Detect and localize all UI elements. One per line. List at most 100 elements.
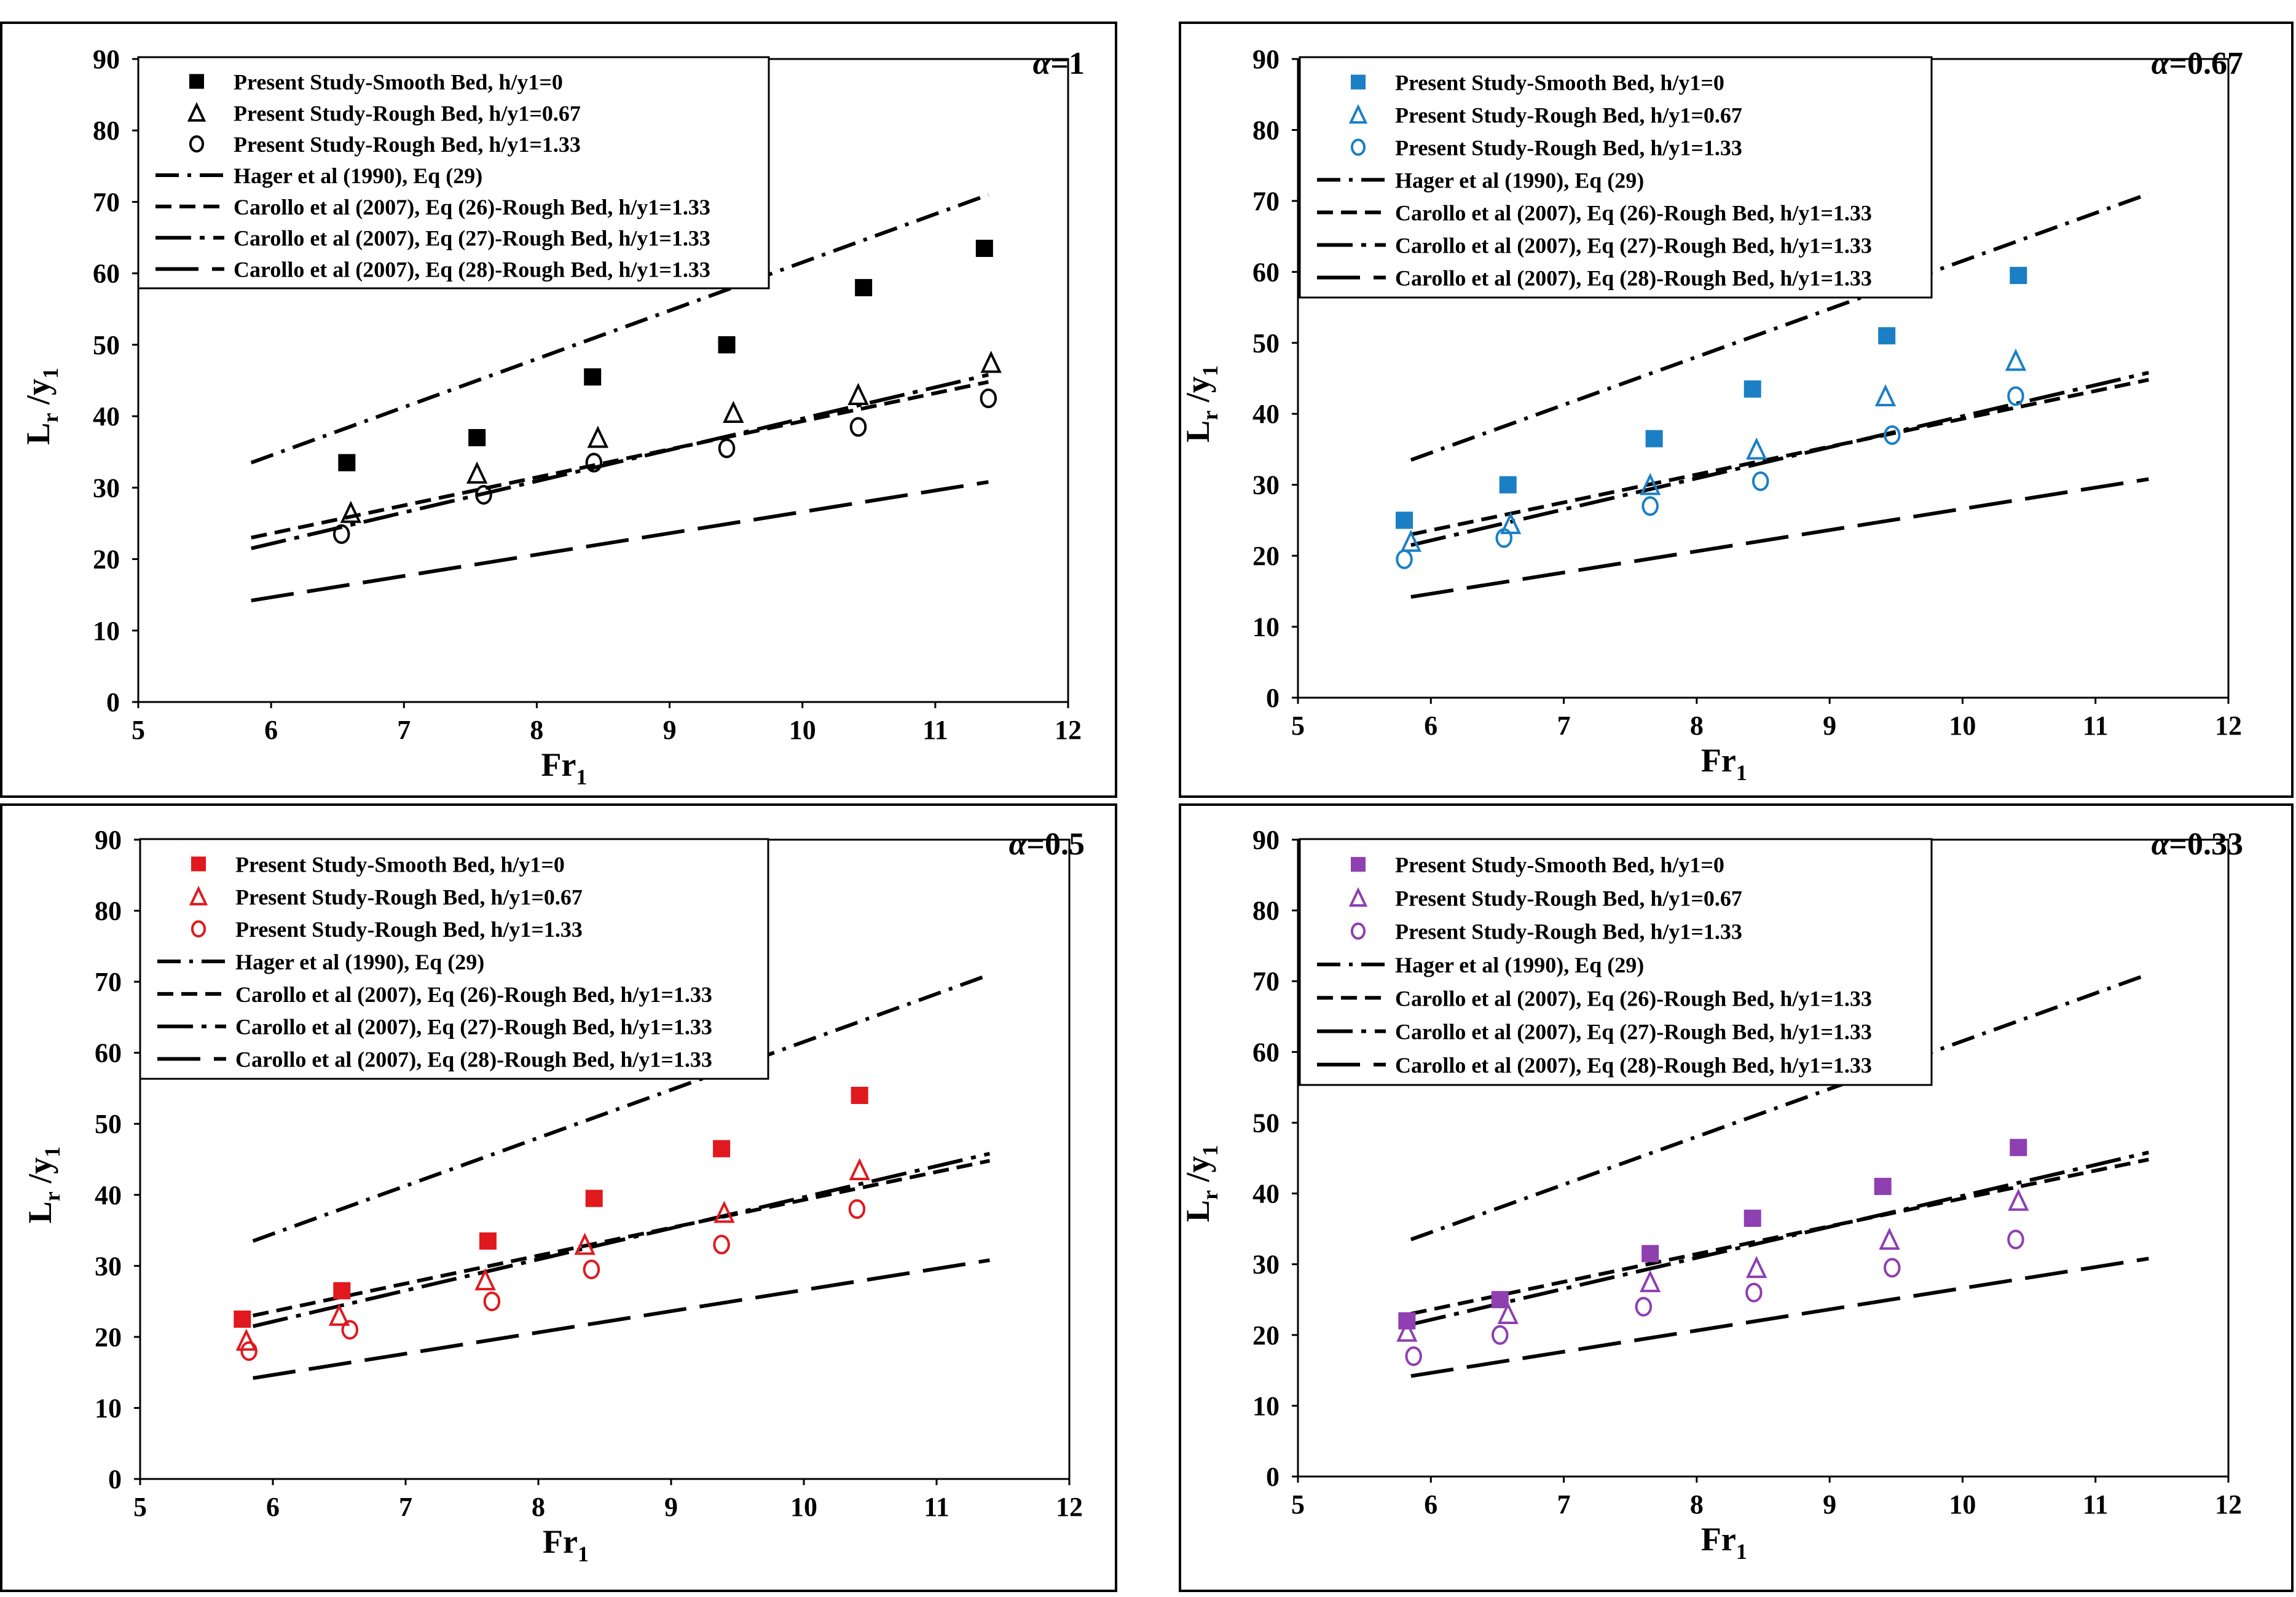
data-point-circle: [2007, 1229, 2024, 1250]
y-tick-label: 10: [93, 616, 120, 646]
alpha-symbol: α: [2152, 827, 2170, 862]
panel-frame: [1179, 22, 2294, 798]
x-axis-label-sub: 1: [578, 1542, 589, 1566]
legend-label: Present Study-Rough Bed, h/y1=0.67: [235, 885, 583, 909]
curve-longdashdot: [1410, 1150, 2149, 1327]
x-tick-label: 6: [1424, 1489, 1437, 1520]
data-point-square: [2010, 267, 2027, 285]
legend-marker-triangle: [189, 886, 208, 905]
data-point-triangle: [340, 500, 361, 523]
y-tick-label: 40: [93, 401, 120, 432]
panel-frame: [1179, 803, 2294, 1592]
data-point-square: [468, 428, 486, 446]
data-point-circle: [718, 438, 736, 459]
y-axis-label-main: L: [1179, 1200, 1216, 1222]
x-axis-label-sub: 1: [576, 765, 587, 789]
y-tick-label: 20: [95, 1322, 122, 1352]
data-point-triangle: [849, 1157, 870, 1181]
y-tick-label: 0: [1266, 683, 1280, 713]
y-tick-label: 60: [1252, 1037, 1280, 1067]
x-tick-label: 5: [1291, 1489, 1305, 1520]
legend-label: Present Study-Rough Bed, h/y1=0.67: [1395, 103, 1742, 128]
legend-label: Carollo et al (2007), Eq (28)-Rough Bed,…: [234, 258, 710, 282]
y-tick-label: 20: [1252, 541, 1280, 571]
y-axis-label-main: L: [1179, 420, 1216, 443]
y-tick-label: 50: [93, 330, 120, 360]
curve-dash: [1410, 377, 2149, 537]
x-axis-label-main: Fr: [541, 746, 576, 783]
data-point-triangle: [1639, 473, 1661, 495]
data-point-square: [1744, 1209, 1761, 1227]
alpha-symbol: α: [1009, 827, 1028, 862]
curve-longdashdot: [251, 373, 989, 551]
y-axis-label-main: L: [22, 1201, 58, 1223]
legend-label: Present Study-Smooth Bed, h/y1=0: [1395, 853, 1724, 877]
data-point-square: [855, 278, 873, 296]
x-tick-label: 6: [1424, 711, 1437, 741]
y-tick-label: 40: [1252, 1179, 1280, 1209]
alpha-symbol: α: [2152, 46, 2170, 81]
x-tick-label: 12: [1056, 1492, 1083, 1522]
curve-longdashdot: [252, 1151, 991, 1328]
curve-dashdot: [252, 972, 991, 1243]
y-tick-label: 40: [1252, 399, 1280, 429]
data-point-square: [1874, 1178, 1892, 1196]
y-axis-label-mid: /y: [20, 379, 57, 413]
legend-label: Carollo et al (2007), Eq (27)-Rough Bed,…: [235, 1015, 712, 1039]
x-tick-label: 7: [1557, 1489, 1571, 1520]
data-point-circle: [483, 1291, 501, 1312]
data-point-circle: [980, 388, 997, 409]
y-tick-label: 20: [93, 545, 120, 575]
legend-label: Present Study-Rough Bed, h/y1=0.67: [234, 101, 581, 125]
data-point-triangle: [1746, 1256, 1767, 1279]
legend-label: Carollo et al (2007), Eq (27)-Rough Bed,…: [234, 226, 710, 251]
alpha-value: =0.33: [2169, 827, 2243, 862]
legend-label: Carollo et al (2007), Eq (26)-Rough Bed,…: [234, 195, 710, 219]
x-axis-label: Fr1: [543, 1523, 589, 1566]
y-axis-label-mid: /y: [22, 1157, 58, 1192]
y-tick-label: 70: [93, 187, 120, 217]
data-point-square: [713, 1140, 731, 1157]
y-tick-label: 10: [1252, 612, 1280, 642]
data-point-triangle: [2005, 349, 2027, 371]
x-axis-label-main: Fr: [1701, 742, 1736, 779]
data-point-circle: [1751, 471, 1769, 491]
y-tick-label: 90: [95, 825, 122, 855]
curve-longdash: [1410, 477, 2149, 599]
y-axis-label: Lr /y1: [1179, 365, 1222, 443]
data-point-circle: [475, 484, 492, 505]
legend-box: [1299, 56, 1933, 299]
y-tick-label: 50: [1252, 1108, 1280, 1138]
data-point-square: [718, 336, 736, 353]
data-point-circle: [240, 1341, 258, 1361]
y-tick-label: 0: [1266, 1462, 1280, 1492]
y-tick-label: 70: [1252, 966, 1280, 996]
data-point-square: [234, 1311, 251, 1328]
y-tick-label: 30: [1252, 470, 1280, 500]
y-tick-label: 80: [1252, 896, 1280, 926]
curve-dash: [252, 1159, 991, 1318]
y-axis-label-mid: /y: [1179, 1156, 1216, 1191]
legend-label: Present Study-Smooth Bed, h/y1=0: [235, 852, 565, 877]
x-tick-label: 6: [264, 715, 278, 745]
x-tick-label: 10: [1949, 711, 1976, 741]
y-axis-label-sub: 1: [40, 1146, 65, 1157]
legend-marker-triangle: [1348, 104, 1368, 124]
data-point-circle: [1745, 1282, 1763, 1303]
x-axis-label: Fr1: [1701, 1521, 1747, 1564]
y-tick-label: 60: [93, 259, 120, 289]
data-point-triangle: [1400, 529, 1422, 552]
x-tick-label: 10: [789, 715, 816, 745]
legend-label: Present Study-Rough Bed, h/y1=0.67: [1395, 886, 1742, 910]
data-point-circle: [2007, 386, 2024, 406]
data-point-triangle: [466, 461, 488, 484]
alpha-label: α=0.67: [2152, 46, 2243, 81]
data-point-triangle: [714, 1201, 735, 1223]
legend-marker-triangle: [187, 102, 206, 122]
y-tick-label: 30: [1252, 1250, 1280, 1280]
curve-longdash: [1410, 1256, 2149, 1378]
data-point-circle: [848, 1199, 866, 1219]
data-point-square: [585, 1189, 603, 1207]
panel-frame: [0, 803, 1117, 1592]
